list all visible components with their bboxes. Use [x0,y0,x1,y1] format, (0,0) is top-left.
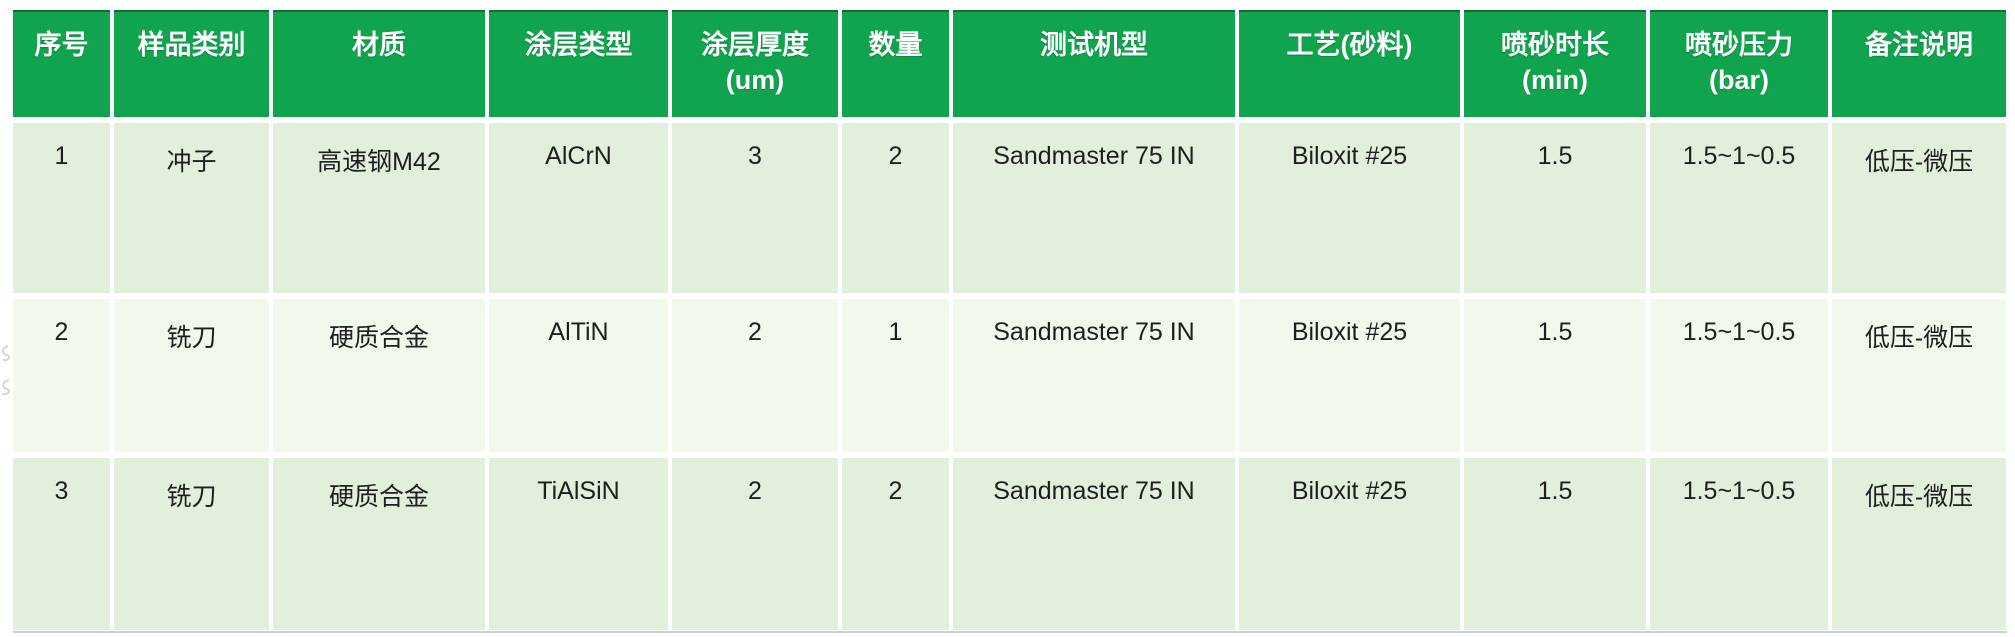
cell-quantity: 2 [842,123,949,293]
column-header-unit: (um) [725,65,785,96]
cell-coating-thickness: 2 [672,299,838,452]
column-header-label: 测试机型 [1040,30,1148,60]
column-header-label: 喷砂压力 [1685,30,1793,60]
column-header-coating-type: 涂层类型 [489,10,668,117]
cell-material: 硬质合金 [273,458,485,630]
cell-test-machine: Sandmaster 75 IN [953,123,1235,293]
column-header-blast-duration: 喷砂时长 (min) [1464,10,1646,117]
column-header-serial-no: 序号 [13,10,110,117]
column-header-label: 数量 [868,30,923,60]
column-header-label: 序号 [34,30,89,60]
cell-coating-type: AlTiN [489,299,668,452]
cell-test-machine: Sandmaster 75 IN [953,299,1235,452]
cell-material: 硬质合金 [273,299,485,452]
cell-sample-category: 铣刀 [114,458,269,630]
cell-remarks: 低压-微压 [1832,458,2006,630]
cell-process-abrasive: Biloxit #25 [1239,458,1460,630]
cell-blast-duration: 1.5 [1464,123,1646,293]
cell-material: 高速钢M42 [273,123,485,293]
column-header-remarks: 备注说明 [1832,10,2006,117]
cell-blast-pressure: 1.5~1~0.5 [1650,458,1828,630]
cell-quantity: 1 [842,299,949,452]
cell-blast-duration: 1.5 [1464,458,1646,630]
cell-remarks: 低压-微压 [1832,299,2006,452]
cell-coating-thickness: 3 [672,123,838,293]
cell-test-machine: Sandmaster 75 IN [953,458,1235,630]
column-header-blast-pressure: 喷砂压力 (bar) [1650,10,1828,117]
cell-coating-type: AlCrN [489,123,668,293]
column-header-material: 材质 [273,10,485,117]
column-header-label: 备注说明 [1865,30,1973,60]
cell-sample-category: 铣刀 [114,299,269,452]
page-edge-scribble-marks [1,345,11,396]
column-header-coating-thickness: 涂层厚度 (um) [672,10,838,117]
cell-blast-pressure: 1.5~1~0.5 [1650,123,1828,293]
column-header-unit: (min) [1522,65,1588,96]
cell-process-abrasive: Biloxit #25 [1239,123,1460,293]
column-header-label: 材质 [352,30,406,60]
cell-sample-category: 冲子 [114,123,269,293]
cell-blast-pressure: 1.5~1~0.5 [1650,299,1828,452]
column-header-label: 喷砂时长 [1501,30,1609,60]
cell-process-abrasive: Biloxit #25 [1239,299,1460,452]
column-header-sample-category: 样品类别 [114,10,269,117]
column-header-label: 涂层类型 [524,30,633,60]
cell-serial-no: 1 [13,123,110,293]
column-header-process-abrasive: 工艺(砂料) [1239,10,1460,117]
coating-sample-test-table: 序号 样品类别 材质 涂层类型 涂层厚度 (um) 数量 测试机型 工艺(砂料) [13,10,2007,630]
cell-coating-thickness: 2 [672,458,838,630]
cell-quantity: 2 [842,458,949,630]
column-header-label: 工艺(砂料) [1286,30,1413,60]
cell-coating-type: TiAlSiN [489,458,668,630]
cell-remarks: 低压-微压 [1832,123,2006,293]
column-header-test-machine: 测试机型 [953,10,1235,117]
table-bottom-rule [13,631,2007,633]
column-header-unit: (bar) [1709,65,1769,96]
column-header-label: 样品类别 [137,30,246,60]
cell-serial-no: 3 [13,458,110,630]
column-header-label: 涂层厚度 [701,30,809,60]
cell-blast-duration: 1.5 [1464,299,1646,452]
column-header-quantity: 数量 [842,10,949,117]
cell-serial-no: 2 [13,299,110,452]
